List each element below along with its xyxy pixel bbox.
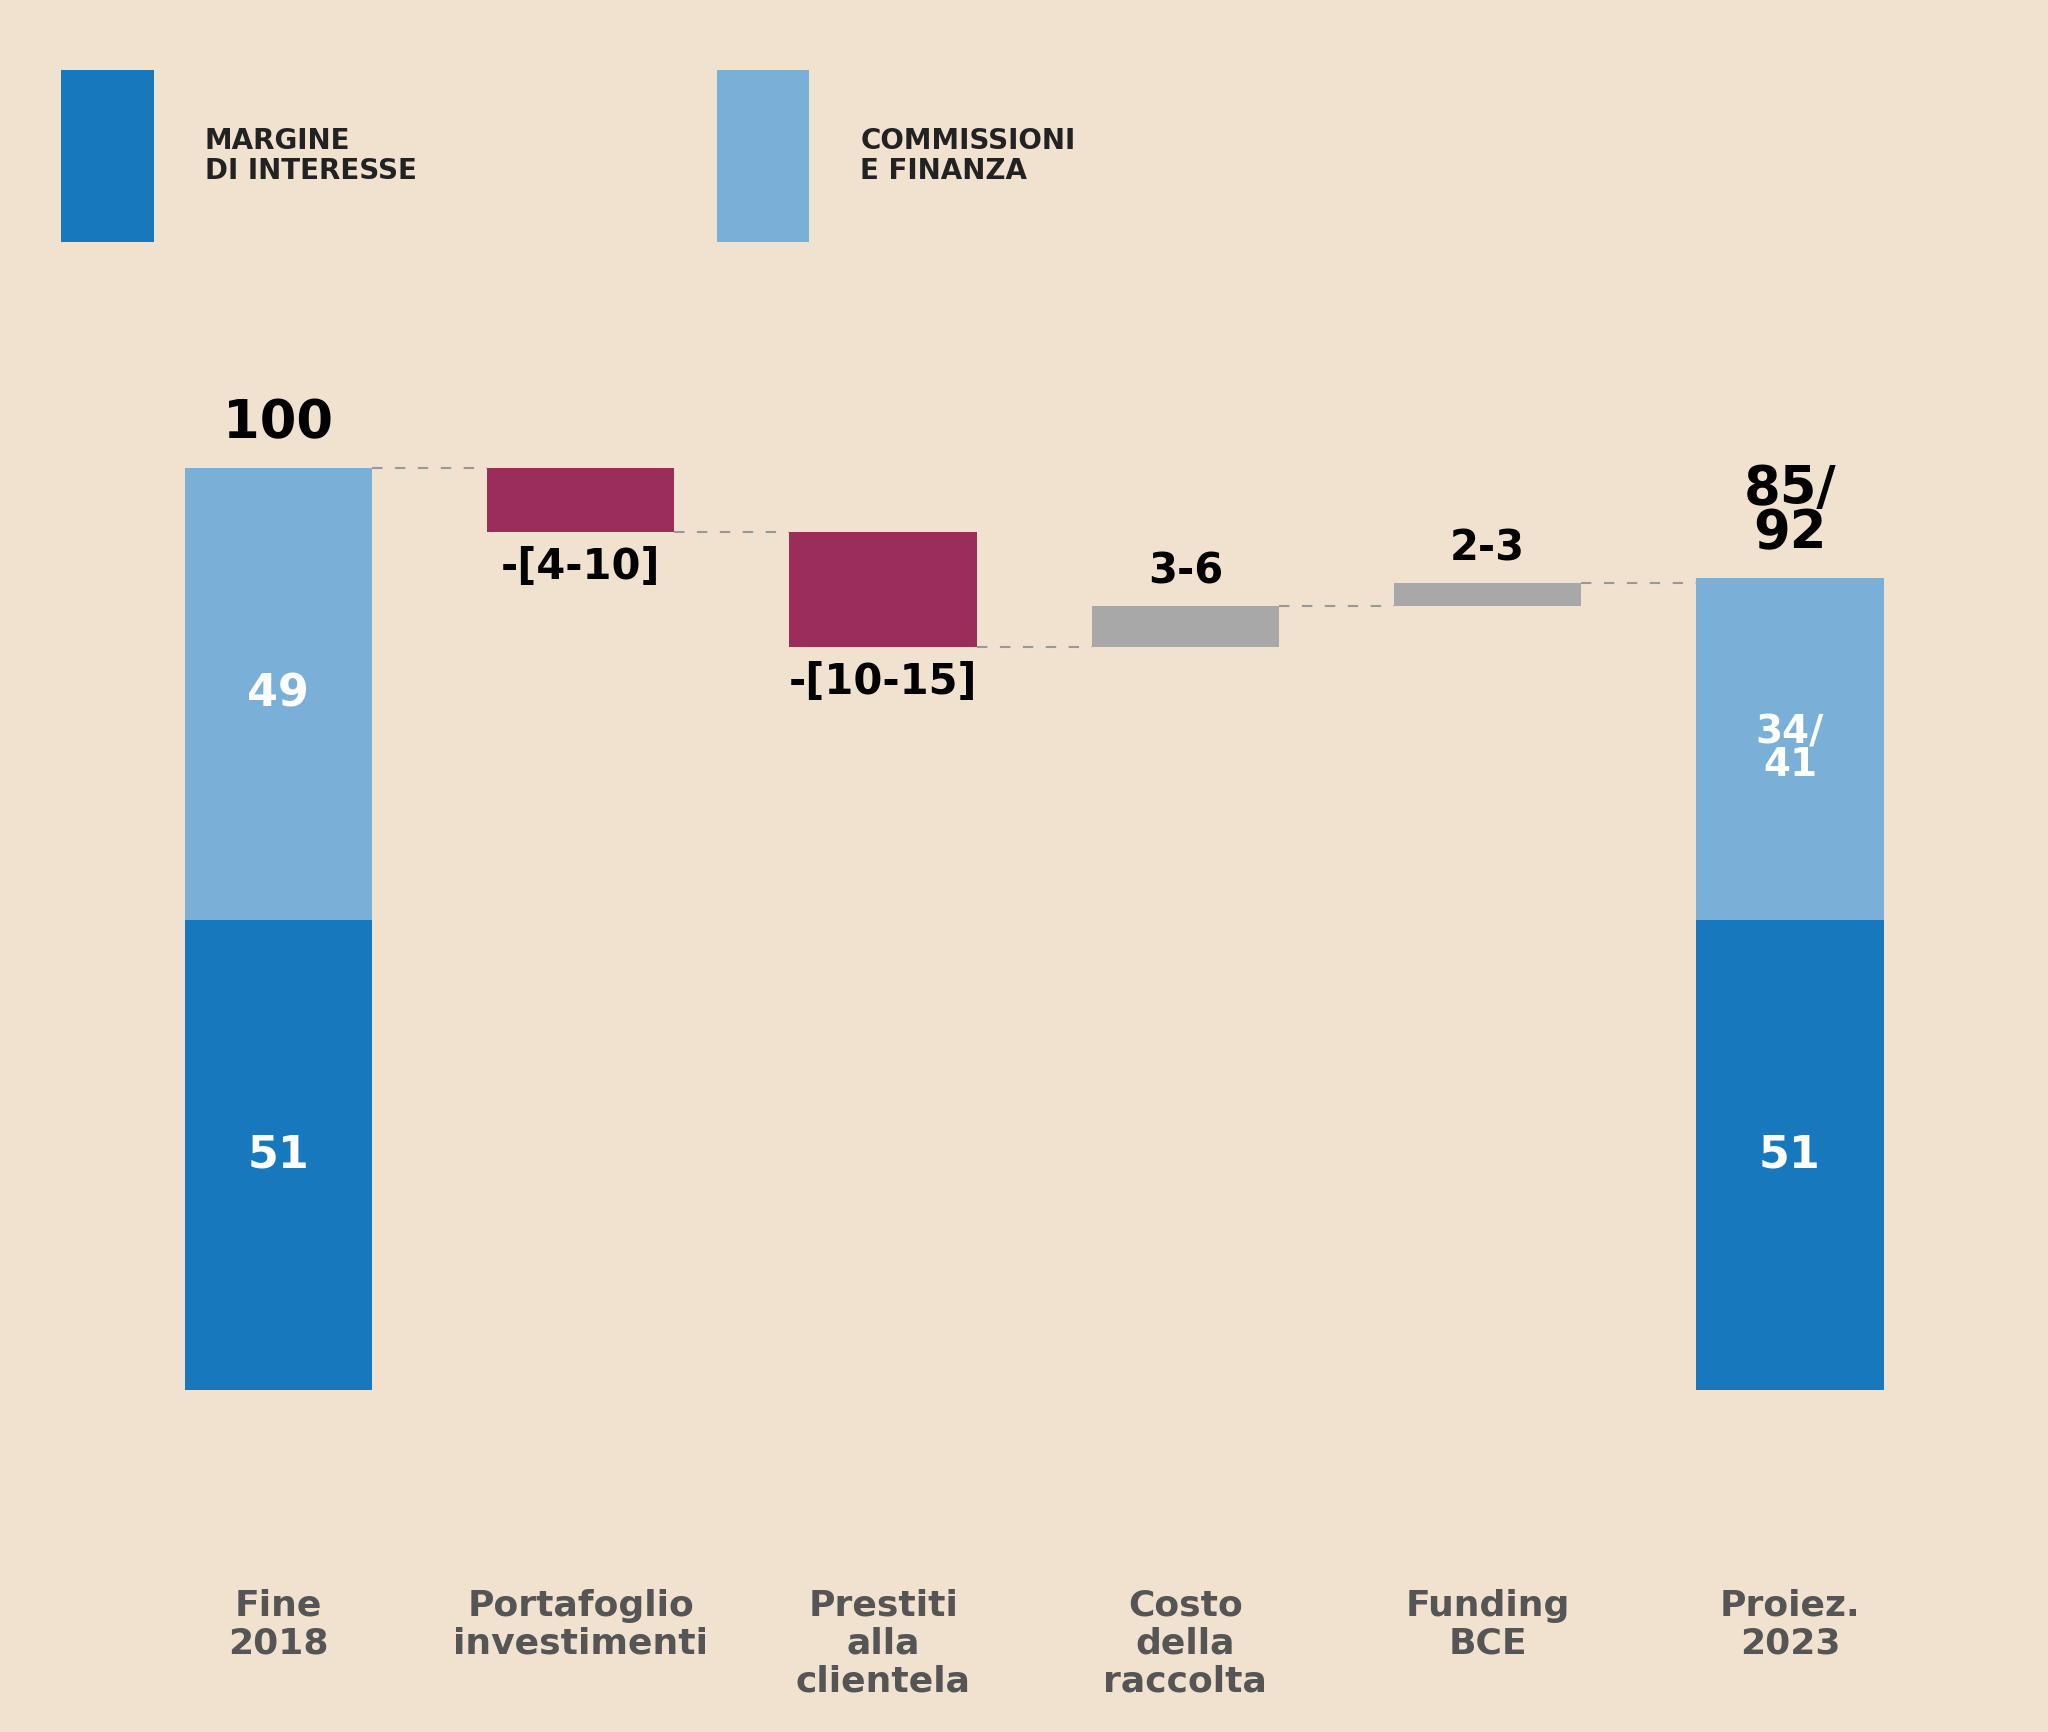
Text: -[10-15]: -[10-15]: [788, 662, 977, 703]
Bar: [487, 468, 674, 532]
Bar: [184, 468, 373, 920]
FancyBboxPatch shape: [717, 69, 809, 242]
Bar: [1395, 584, 1581, 606]
Text: 49: 49: [248, 672, 309, 715]
Text: -[4-10]: -[4-10]: [502, 546, 662, 587]
Bar: [788, 532, 977, 648]
FancyBboxPatch shape: [61, 69, 154, 242]
Text: Costo
della
raccolta: Costo della raccolta: [1104, 1588, 1268, 1699]
Text: Prestiti
alla
clientela: Prestiti alla clientela: [795, 1588, 971, 1699]
Text: COMMISSIONI
E FINANZA: COMMISSIONI E FINANZA: [860, 126, 1075, 185]
Bar: [1696, 578, 1884, 920]
Text: 34/
41: 34/ 41: [1755, 714, 1825, 785]
Text: Proiez.
2023: Proiez. 2023: [1720, 1588, 1860, 1661]
Text: Portafoglio
investimenti: Portafoglio investimenti: [453, 1588, 709, 1661]
Text: Fine
2018: Fine 2018: [227, 1588, 328, 1661]
Text: Funding
BCE: Funding BCE: [1405, 1588, 1571, 1661]
Text: 51: 51: [1759, 1133, 1821, 1176]
Text: 51: 51: [248, 1133, 309, 1176]
Text: 2-3: 2-3: [1450, 527, 1526, 570]
Bar: [1696, 920, 1884, 1391]
Text: MARGINE
DI INTERESSE: MARGINE DI INTERESSE: [205, 126, 416, 185]
Bar: [184, 920, 373, 1391]
Bar: [1092, 606, 1280, 648]
Text: 85/
92: 85/ 92: [1743, 462, 1837, 559]
Text: 100: 100: [223, 397, 334, 449]
Text: 3-6: 3-6: [1147, 551, 1223, 592]
